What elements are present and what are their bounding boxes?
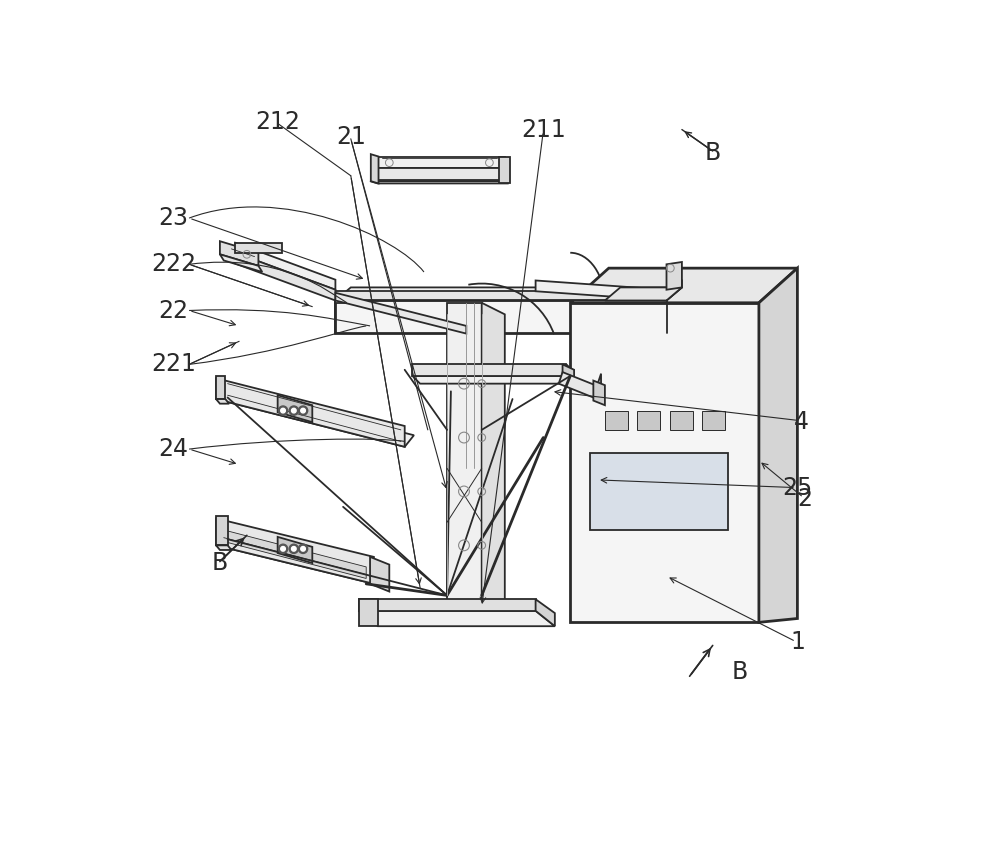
Polygon shape: [536, 280, 666, 300]
Circle shape: [278, 406, 288, 416]
Circle shape: [298, 544, 308, 553]
Polygon shape: [216, 534, 385, 584]
Polygon shape: [335, 300, 362, 303]
Polygon shape: [370, 557, 389, 592]
Circle shape: [298, 406, 308, 416]
Polygon shape: [412, 364, 566, 376]
Polygon shape: [335, 287, 682, 300]
Polygon shape: [278, 537, 312, 563]
Text: 2: 2: [798, 487, 813, 511]
Polygon shape: [235, 243, 335, 290]
Polygon shape: [666, 280, 682, 300]
Text: 4: 4: [794, 410, 809, 434]
Circle shape: [281, 409, 285, 413]
Polygon shape: [593, 380, 605, 405]
Text: B: B: [732, 660, 748, 684]
Circle shape: [292, 409, 296, 413]
Polygon shape: [358, 599, 536, 610]
Text: 25: 25: [782, 475, 813, 499]
Text: B: B: [705, 141, 721, 165]
Polygon shape: [216, 518, 374, 584]
Polygon shape: [637, 410, 660, 430]
Polygon shape: [499, 156, 510, 184]
Text: 222: 222: [151, 252, 196, 276]
Text: 22: 22: [159, 298, 189, 322]
Polygon shape: [224, 530, 366, 579]
Polygon shape: [482, 303, 505, 622]
Circle shape: [278, 544, 288, 553]
Polygon shape: [216, 376, 225, 399]
Text: 1: 1: [790, 629, 805, 653]
Polygon shape: [216, 378, 405, 447]
Polygon shape: [447, 303, 482, 610]
Polygon shape: [370, 181, 509, 184]
Text: 211: 211: [521, 117, 566, 142]
Text: 23: 23: [159, 206, 189, 230]
Polygon shape: [597, 374, 601, 399]
Polygon shape: [605, 287, 682, 300]
Polygon shape: [235, 243, 282, 253]
Polygon shape: [702, 410, 725, 430]
Circle shape: [289, 544, 298, 553]
Polygon shape: [358, 610, 555, 626]
Circle shape: [292, 546, 296, 551]
Circle shape: [301, 546, 305, 551]
Polygon shape: [759, 268, 797, 622]
Polygon shape: [566, 364, 574, 384]
Polygon shape: [374, 156, 505, 168]
Polygon shape: [216, 387, 414, 447]
Polygon shape: [605, 410, 628, 430]
Polygon shape: [335, 292, 466, 333]
Polygon shape: [235, 253, 335, 300]
Text: 21: 21: [336, 125, 366, 150]
Circle shape: [301, 409, 305, 413]
Circle shape: [289, 406, 298, 416]
Text: B: B: [212, 551, 228, 575]
Polygon shape: [278, 395, 312, 422]
Polygon shape: [216, 399, 229, 404]
Polygon shape: [563, 364, 574, 384]
Polygon shape: [374, 168, 505, 180]
Polygon shape: [570, 303, 759, 622]
Polygon shape: [412, 376, 574, 384]
Polygon shape: [220, 241, 258, 266]
Polygon shape: [570, 268, 797, 303]
Text: 24: 24: [159, 437, 189, 461]
Polygon shape: [220, 254, 262, 272]
Text: 212: 212: [255, 109, 300, 134]
Polygon shape: [216, 545, 231, 550]
Circle shape: [281, 546, 285, 551]
Text: 221: 221: [151, 352, 196, 376]
Polygon shape: [559, 372, 601, 399]
Polygon shape: [216, 516, 228, 545]
Polygon shape: [335, 292, 666, 300]
Polygon shape: [536, 599, 555, 626]
Polygon shape: [335, 300, 666, 333]
Polygon shape: [371, 154, 379, 184]
Polygon shape: [670, 410, 693, 430]
Polygon shape: [358, 599, 378, 626]
Polygon shape: [447, 610, 505, 622]
Polygon shape: [590, 453, 728, 530]
Polygon shape: [666, 262, 682, 290]
